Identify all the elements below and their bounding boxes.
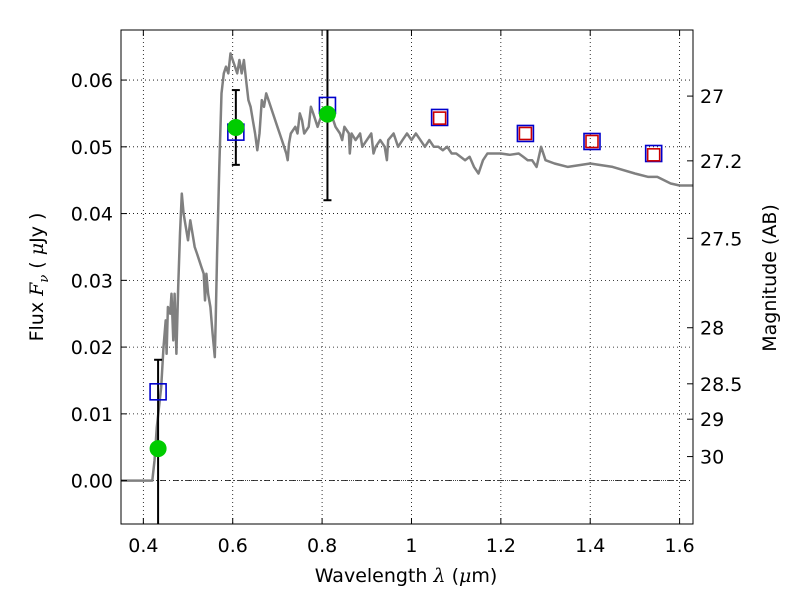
plot-frame	[120, 29, 694, 525]
model-photometry	[149, 96, 663, 401]
y-tick-label: 0.00	[71, 471, 113, 493]
blue-square-marker	[583, 132, 601, 151]
y-tick-label: 0.05	[71, 137, 113, 159]
y-tick-label: 0.06	[71, 70, 113, 92]
green-data-point	[149, 440, 167, 458]
x-tick-label: 0.4	[128, 535, 158, 557]
red-square-marker	[518, 126, 533, 141]
x-axis-title: Wavelength λ (μm)	[315, 565, 498, 587]
y-tick-label: 0.02	[71, 337, 113, 359]
magnitude-tick-label: 28	[700, 318, 724, 340]
magnitude-tick-label: 29	[700, 409, 724, 431]
observed-photometry	[149, 105, 336, 458]
blue-square-marker	[430, 108, 449, 127]
y-tick-label: 0.04	[71, 204, 113, 226]
magnitude-tick-label: 27.2	[700, 151, 742, 173]
y-axis-title: Flux Fν ( μJy )	[26, 213, 52, 342]
blue-square-marker	[516, 124, 535, 143]
red-square-marker	[646, 148, 661, 162]
green-data-point	[318, 105, 336, 123]
magnitude-tick-label: 27	[700, 86, 724, 108]
red-square-marker	[585, 134, 599, 149]
x-tick-label: 1.4	[575, 535, 605, 557]
model-spectrum	[121, 52, 693, 482]
red-square-marker	[432, 111, 447, 125]
green-data-point	[227, 118, 245, 136]
x-tick-label: 1.2	[486, 535, 516, 557]
x-tick-label: 0.8	[307, 535, 337, 557]
y-tick-label: 0.01	[71, 404, 113, 426]
x-tick-label: 0.6	[218, 535, 248, 557]
axis-ticks: 0.4 0.6 0.8 1 1.2 1.4 1.6 0.00 0.01 0.02 0.03 0.04 0…	[71, 30, 742, 557]
x-tick-label: 1.6	[664, 535, 694, 557]
magnitude-tick-label: 28.5	[700, 374, 742, 396]
spectrum-line	[121, 52, 693, 482]
x-tick-label: 1	[405, 535, 417, 557]
y-tick-label: 0.03	[71, 270, 113, 292]
y2-axis-title: Magnitude (AB)	[759, 204, 781, 352]
magnitude-tick-label: 30	[700, 447, 724, 469]
magnitude-tick-label: 27.5	[700, 228, 742, 250]
blue-square-marker	[149, 383, 167, 401]
